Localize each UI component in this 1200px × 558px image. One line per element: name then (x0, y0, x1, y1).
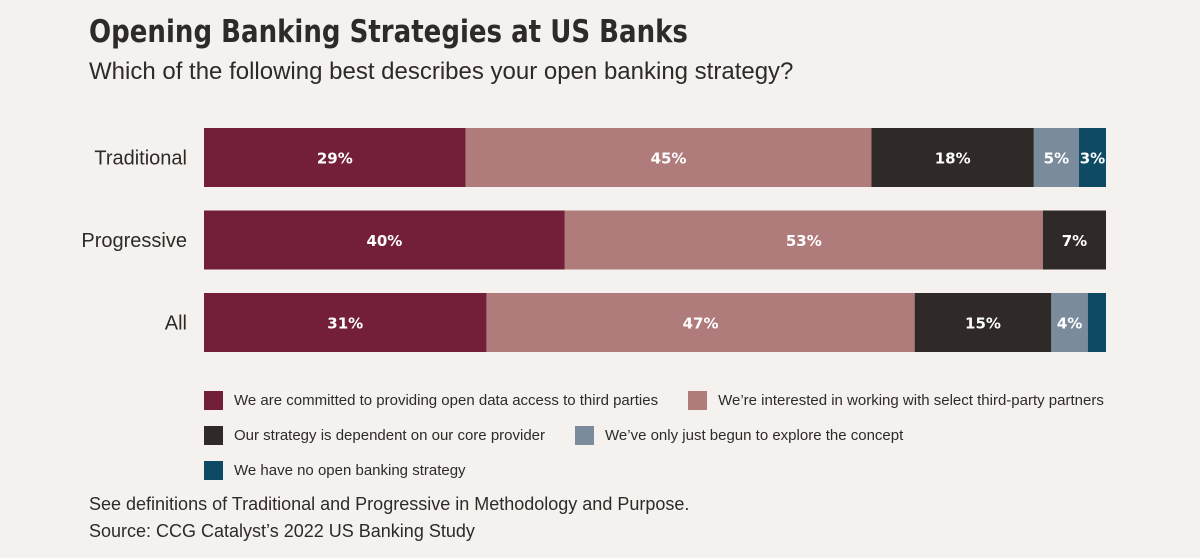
data-label: 53% (786, 232, 822, 250)
legend-item-interested: We’re interested in working with select … (688, 391, 1104, 410)
data-label: 4% (1057, 315, 1082, 333)
data-label: 47% (683, 315, 719, 333)
data-label: 3% (1080, 150, 1105, 168)
data-label: 15% (965, 315, 1001, 333)
legend-label: We have no open banking strategy (234, 462, 466, 479)
bar-segment (204, 293, 487, 352)
bar-segment (1087, 293, 1106, 352)
data-label: 7% (1062, 232, 1087, 250)
category-label: Progressive (81, 230, 187, 252)
category-label: All (165, 313, 187, 335)
legend-label: We are committed to providing open data … (234, 392, 659, 409)
legend-item-committed: We are committed to providing open data … (204, 391, 658, 410)
legend-label: We’ve only just begun to explore the con… (605, 427, 904, 444)
bar-segment (564, 210, 1043, 270)
legend-item-core-provider: Our strategy is dependent on our core pr… (204, 426, 545, 445)
data-label: 31% (327, 315, 363, 333)
category-label: Traditional (94, 148, 187, 170)
bar-segment (204, 210, 565, 270)
legend-row: We have no open banking strategy (204, 453, 1164, 488)
bar-segment (1033, 128, 1079, 187)
legend-item-exploring: We’ve only just begun to explore the con… (575, 426, 903, 445)
bar-segment (1042, 210, 1106, 270)
bar-segment (1051, 293, 1088, 352)
legend-swatch (688, 391, 708, 410)
source-note: Source: CCG Catalyst’s 2022 US Banking S… (89, 521, 475, 541)
legend-item-no-strategy: We have no open banking strategy (204, 461, 466, 480)
legend: We are committed to providing open data … (204, 383, 1164, 488)
data-label: 29% (317, 150, 353, 168)
bar-segment (486, 293, 915, 352)
data-label: 18% (935, 150, 971, 168)
legend-row: We are committed to providing open data … (204, 383, 1164, 418)
bar-segment (465, 128, 872, 187)
legend-swatch (204, 461, 223, 480)
data-label: 40% (366, 232, 402, 250)
bar-segment (871, 128, 1034, 187)
data-label: 5% (1044, 150, 1069, 168)
definitions-note: See definitions of Traditional and Progr… (89, 494, 690, 514)
bar-segment (1078, 128, 1106, 187)
legend-swatch (204, 426, 223, 445)
legend-label: Our strategy is dependent on our core pr… (234, 427, 546, 444)
legend-swatch (204, 391, 223, 410)
stacked-bar-chart: Traditional 29% 45% 18% 5% 3% Progressive 40% 53… (81, 128, 1106, 352)
bar-segment (914, 293, 1052, 352)
legend-label: We’re interested in working with select … (718, 392, 1104, 409)
legend-row: Our strategy is dependent on our core pr… (204, 418, 1164, 453)
data-label: 45% (651, 150, 687, 168)
chart-subtitle: Which of the following best describes yo… (89, 58, 794, 85)
legend-swatch (575, 426, 595, 445)
chart-title: Opening Banking Strategies at US Banks (89, 14, 688, 50)
bar-segment (204, 128, 466, 187)
